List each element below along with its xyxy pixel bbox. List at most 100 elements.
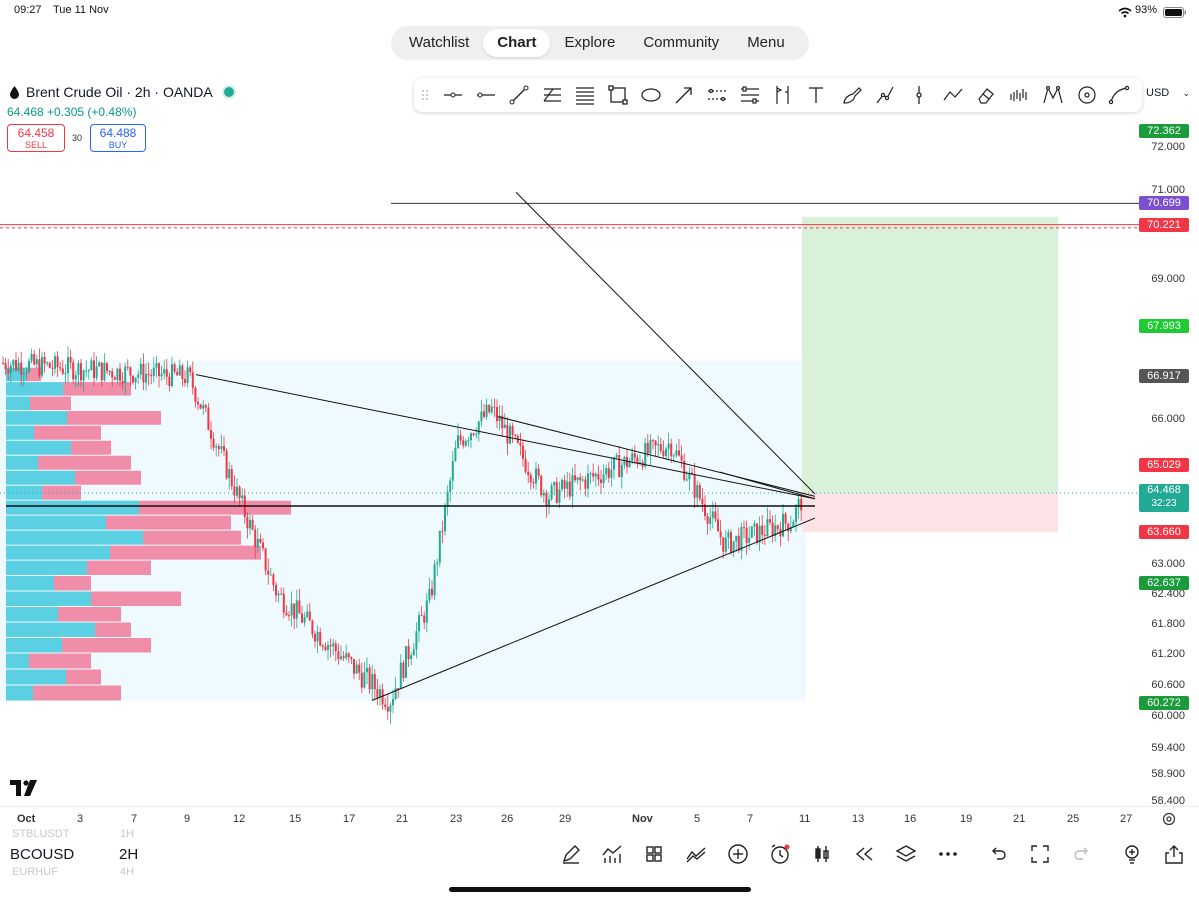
volume-profile-bar: [6, 622, 95, 637]
bottom-interval[interactable]: 2H: [119, 846, 139, 863]
candle-body: [662, 450, 665, 456]
brush-icon[interactable]: [841, 84, 863, 106]
ellipse-icon[interactable]: [640, 84, 662, 106]
more-icon[interactable]: [937, 843, 959, 865]
axis-settings-icon[interactable]: [1161, 811, 1177, 827]
bottom-symbol[interactable]: BCOUSD: [10, 846, 75, 863]
candle-body: [9, 365, 12, 374]
replay-icon[interactable]: [853, 843, 875, 865]
candle-body: [137, 374, 140, 378]
time-tick: Oct: [17, 813, 36, 825]
candle-body: [236, 486, 238, 496]
price-chart[interactable]: [0, 116, 1199, 806]
polyline-icon[interactable]: [942, 84, 964, 106]
candle-body: [249, 519, 251, 529]
curve-icon[interactable]: [1108, 84, 1130, 106]
price-tick: 61.800: [1151, 618, 1185, 630]
price-tick: 60.600: [1151, 679, 1185, 691]
candle-body: [160, 373, 163, 377]
candle-body: [267, 570, 270, 575]
undo-icon[interactable]: [987, 843, 1009, 865]
time-tick: 26: [501, 813, 514, 825]
candle-body: [732, 541, 735, 553]
price-tick: 71.000: [1151, 184, 1185, 196]
horizontal-ray-icon[interactable]: [442, 84, 464, 106]
candle-body: [498, 415, 501, 422]
long-position-icon[interactable]: [772, 84, 794, 106]
volume-profile-icon[interactable]: [1008, 84, 1030, 106]
candle-body: [275, 584, 277, 596]
status-time: 09:27: [14, 4, 42, 16]
battery-percent: 93%: [1135, 4, 1158, 16]
candle-body: [506, 424, 509, 444]
candle-body: [199, 404, 202, 409]
drag-handle-icon[interactable]: [420, 84, 430, 106]
redo-icon: [1071, 843, 1093, 865]
nav-explore[interactable]: Explore: [564, 34, 616, 51]
candle-body: [407, 646, 410, 660]
candles-icon[interactable]: [811, 843, 833, 865]
candle-body: [678, 450, 680, 456]
add-icon[interactable]: [727, 843, 749, 865]
layers-icon[interactable]: [895, 843, 917, 865]
date-range-icon[interactable]: [739, 84, 761, 106]
volume-profile-bar: [67, 411, 161, 425]
candle-body: [592, 473, 595, 477]
fib-retracement-icon[interactable]: [541, 84, 563, 106]
arrow-icon[interactable]: [673, 84, 695, 106]
candle-body: [379, 689, 381, 698]
volume-profile-bar: [6, 530, 143, 545]
compare-icon[interactable]: [685, 843, 707, 865]
candle-body: [402, 662, 405, 678]
eraser-icon[interactable]: [975, 84, 997, 106]
nav-chart[interactable]: Chart: [483, 29, 551, 57]
horizontal-line-icon[interactable]: [475, 84, 497, 106]
candle-body: [584, 479, 587, 489]
circle-icon[interactable]: [1076, 84, 1098, 106]
trend-line-icon[interactable]: [508, 84, 530, 106]
home-indicator: [449, 887, 751, 892]
rectangle-icon[interactable]: [607, 84, 629, 106]
candle-body: [776, 525, 779, 529]
volume-profile-bar: [6, 638, 62, 653]
price-range-icon[interactable]: [706, 84, 728, 106]
fullscreen-icon[interactable]: [1029, 843, 1051, 865]
time-tick: 16: [904, 813, 917, 825]
alert-icon[interactable]: [769, 843, 791, 865]
sell-button[interactable]: 64.458 SELL: [7, 124, 65, 152]
nav-watchlist[interactable]: Watchlist: [409, 34, 470, 51]
currency-select[interactable]: USD ⌄: [1142, 82, 1194, 104]
candle-body: [646, 442, 649, 454]
path-icon[interactable]: [874, 84, 896, 106]
indicators-icon[interactable]: [601, 843, 623, 865]
pattern-icon[interactable]: [1042, 84, 1064, 106]
idea-icon[interactable]: [1121, 843, 1143, 865]
price-tag-66917: 66.917: [1139, 369, 1189, 383]
price-tick: 72.000: [1151, 141, 1185, 153]
vertical-line-icon[interactable]: [908, 84, 930, 106]
candle-body: [418, 615, 420, 632]
price-tick: 59.400: [1151, 742, 1185, 754]
text-icon[interactable]: [805, 84, 827, 106]
ghost-symbol: EURHUF: [12, 866, 58, 878]
candle-body: [540, 475, 543, 496]
candle-body: [54, 356, 56, 369]
layouts-icon[interactable]: [643, 843, 665, 865]
candle-body: [537, 468, 540, 476]
candle-body: [685, 479, 688, 481]
pencil-icon[interactable]: [560, 843, 582, 865]
buy-button[interactable]: 64.488 BUY: [90, 124, 146, 152]
volume-profile-bar: [6, 470, 75, 485]
candle-body: [113, 377, 116, 380]
candle-body: [269, 574, 272, 576]
nav-menu[interactable]: Menu: [747, 34, 785, 51]
share-icon[interactable]: [1163, 843, 1185, 865]
symbol-title-row[interactable]: Brent Crude Oil · 2h · OANDA: [7, 84, 234, 100]
candle-body: [485, 404, 488, 417]
candle-body: [659, 444, 662, 451]
nav-community[interactable]: Community: [643, 34, 720, 51]
candle-body: [714, 511, 717, 520]
parallel-channel-icon[interactable]: [574, 84, 596, 106]
volume-profile-bar: [30, 396, 71, 411]
candle-body: [342, 656, 345, 659]
